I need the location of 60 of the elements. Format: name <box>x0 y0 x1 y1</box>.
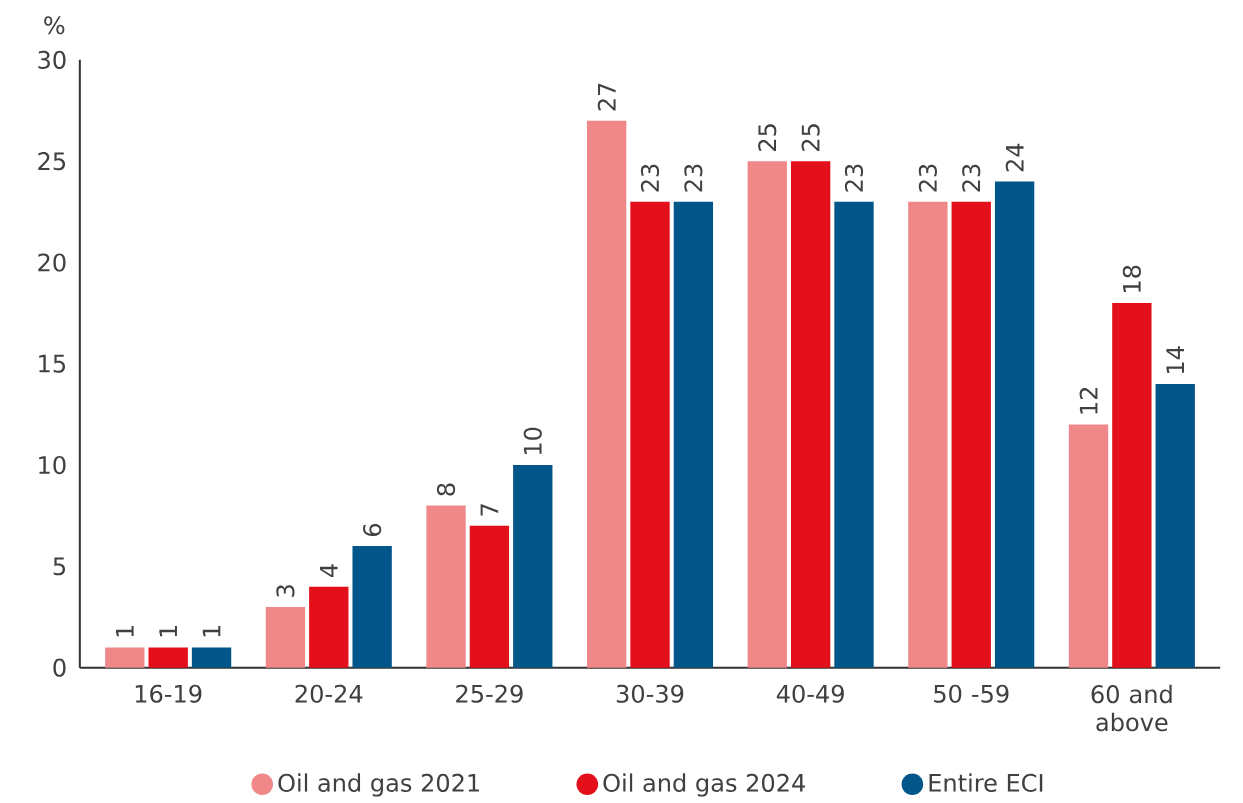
y-tick-label: 25 <box>38 152 66 171</box>
data-label: 25 <box>801 124 820 152</box>
data-label: 1 <box>159 626 177 637</box>
legend-label: Entire ECI <box>929 773 1043 793</box>
x-tick-label: 60 and above <box>1091 684 1172 732</box>
data-label: 1 <box>202 626 221 637</box>
data-label: 6 <box>363 524 382 537</box>
x-tick-label: 40-49 <box>776 684 844 703</box>
bar <box>834 201 874 668</box>
y-axis-title: % <box>44 16 65 35</box>
bar <box>352 546 392 668</box>
bar <box>513 465 553 668</box>
bar <box>630 201 670 668</box>
data-label: 25 <box>758 124 777 152</box>
y-tick-label: 10 <box>39 456 66 475</box>
legend-label: Oil and gas 2021 <box>278 773 480 797</box>
bar <box>951 201 991 668</box>
bar <box>1068 424 1109 668</box>
y-tick-label: 20 <box>38 253 66 272</box>
bar <box>309 586 349 668</box>
y-tick-label: 0 <box>53 658 66 677</box>
data-label: 10 <box>523 427 542 455</box>
bar <box>469 525 510 668</box>
y-tick-label: 5 <box>53 557 66 576</box>
data-label: 23 <box>918 164 937 192</box>
data-label: 3 <box>276 585 295 597</box>
data-label: 8 <box>436 483 456 496</box>
bar <box>673 201 714 668</box>
data-label: 12 <box>1079 388 1098 414</box>
bar <box>1155 384 1195 668</box>
data-label: 23 <box>962 164 981 192</box>
data-label: 18 <box>1122 265 1141 293</box>
data-label: 23 <box>640 164 660 192</box>
data-label: 23 <box>684 164 703 192</box>
bar <box>586 120 627 668</box>
data-label: 23 <box>844 164 864 192</box>
bar <box>105 647 145 668</box>
x-tick-label: 50 -59 <box>934 684 1009 703</box>
data-label: 7 <box>480 504 499 516</box>
y-tick-label: 15 <box>39 354 66 373</box>
bar <box>747 161 787 668</box>
x-tick-label: 30-39 <box>616 684 684 703</box>
data-label: 14 <box>1166 346 1184 374</box>
x-tick-label: 20-24 <box>295 684 363 703</box>
bar <box>908 201 948 668</box>
bar <box>265 607 306 668</box>
data-label: 27 <box>597 83 616 111</box>
bar <box>994 181 1035 668</box>
bar <box>191 647 232 668</box>
bar <box>148 647 188 668</box>
legend-label: Oil and gas 2024 <box>603 773 805 797</box>
bar <box>426 505 466 668</box>
data-label: 1 <box>116 626 134 637</box>
bar <box>1112 303 1152 668</box>
bar <box>790 161 831 668</box>
x-tick-label: 25-29 <box>456 684 523 703</box>
data-label: 4 <box>320 564 338 578</box>
data-label: 24 <box>1005 143 1024 172</box>
y-tick-label: 30 <box>38 50 66 70</box>
x-tick-label: 16-19 <box>135 684 202 703</box>
